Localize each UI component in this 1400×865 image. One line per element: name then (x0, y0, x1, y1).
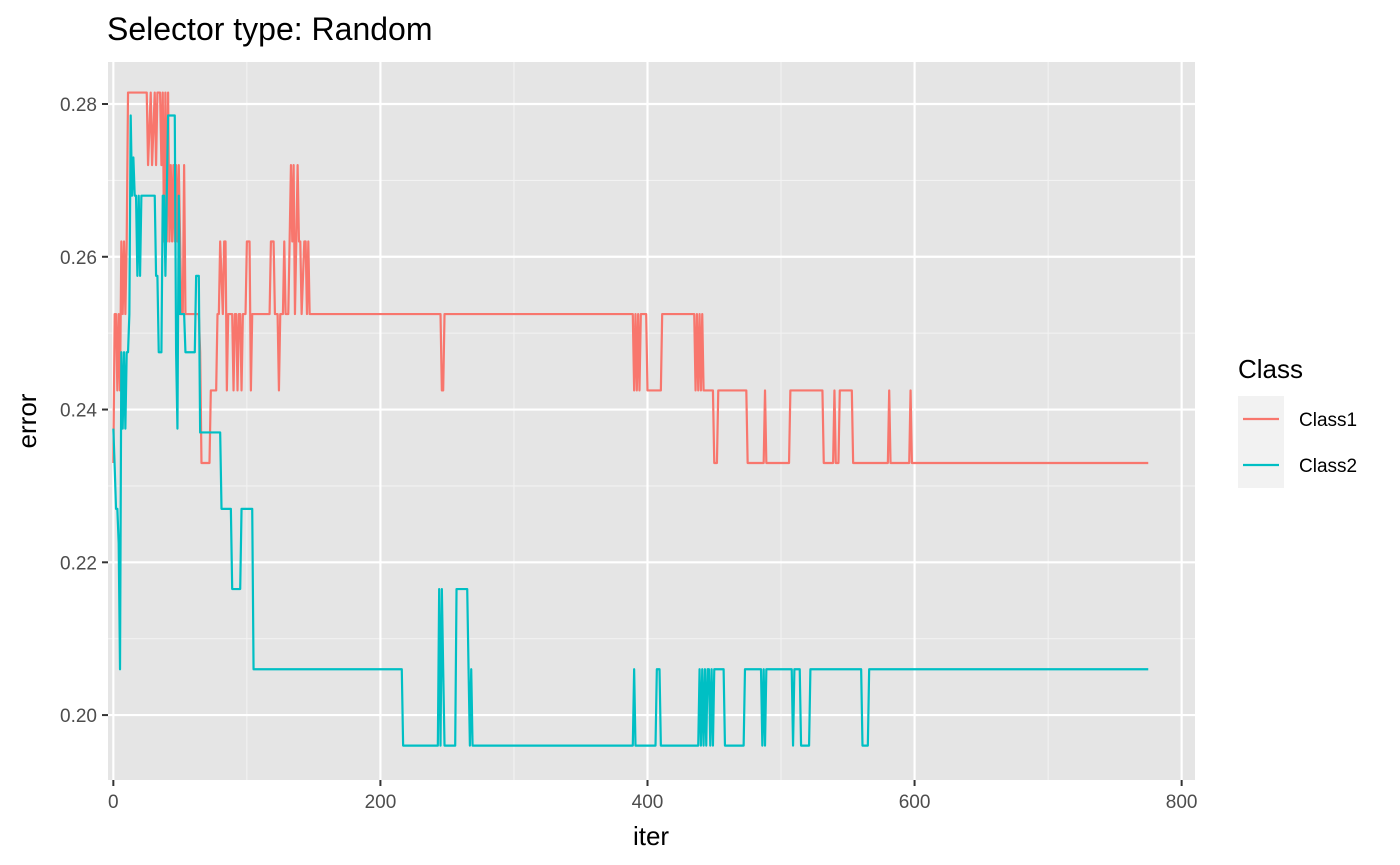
legend: Class Class1 Class2 (1238, 354, 1357, 488)
grid-major (108, 62, 1195, 780)
legend-label-class2: Class2 (1299, 456, 1357, 477)
plot-panel (108, 62, 1195, 780)
y-tick-label: 0.22 (60, 553, 97, 574)
series-layer (112, 91, 1149, 747)
series-line-class1 (112, 91, 1149, 465)
x-tick-label: 600 (899, 792, 931, 813)
x-tick-label: 200 (365, 792, 397, 813)
x-tick-label: 800 (1166, 792, 1198, 813)
series-line-class2 (112, 114, 1149, 747)
y-axis-title: error (12, 393, 42, 448)
y-tick-label: 0.20 (60, 706, 97, 727)
x-tick-label: 400 (632, 792, 664, 813)
legend-label-class1: Class1 (1299, 410, 1357, 431)
x-tick-label: 0 (108, 792, 119, 813)
grid-minor (108, 62, 1195, 780)
x-axis-title: iter (633, 821, 669, 851)
x-axis: 0 200 400 600 800 (108, 780, 1197, 813)
y-tick-label: 0.26 (60, 248, 97, 269)
y-tick-label: 0.28 (60, 95, 97, 116)
y-axis: 0.20 0.22 0.24 0.26 0.28 (60, 95, 108, 727)
legend-items: Class1 Class2 (1238, 396, 1357, 488)
chart-title: Selector type: Random (107, 11, 433, 47)
legend-title: Class (1238, 354, 1303, 384)
y-tick-label: 0.24 (60, 401, 97, 422)
